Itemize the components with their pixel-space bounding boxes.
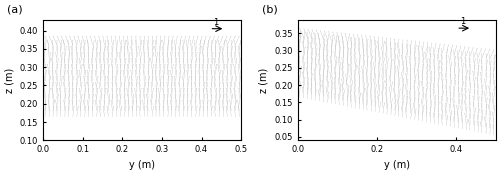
Text: (b): (b) <box>262 5 278 15</box>
X-axis label: y (m): y (m) <box>384 160 410 170</box>
Text: 1: 1 <box>460 17 466 26</box>
Y-axis label: z (m): z (m) <box>259 67 269 93</box>
Y-axis label: z (m): z (m) <box>4 67 14 93</box>
Text: 1: 1 <box>214 18 218 27</box>
X-axis label: y (m): y (m) <box>129 160 155 170</box>
Text: (a): (a) <box>8 5 23 15</box>
